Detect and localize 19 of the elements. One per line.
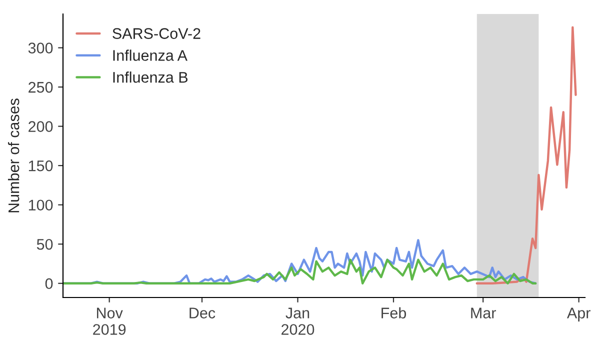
- x-tick-label: Jan 2020: [282, 308, 314, 335]
- y-tick-label: 0: [45, 278, 53, 290]
- legend-label: SARS-CoV-2: [112, 28, 200, 39]
- line-series: [63, 258, 537, 284]
- x-tick-label: Mar: [471, 308, 496, 318]
- line-series: [476, 26, 577, 284]
- x-tick-label: Apr: [566, 308, 590, 322]
- y-tick-label: 50: [36, 238, 53, 250]
- y-tick-label: 150: [28, 160, 53, 172]
- y-tick-label: 250: [28, 82, 53, 93]
- legend-label: Influenza A: [113, 50, 188, 61]
- x-tick-label: Feb: [382, 307, 406, 318]
- y-axis-title: Number of cases: [8, 98, 20, 212]
- legend-label: Influenza B: [113, 72, 188, 83]
- x-tick-label: Dec: [190, 308, 216, 318]
- y-tick-label: 100: [28, 200, 53, 211]
- y-tick-label: 200: [28, 121, 53, 132]
- x-tick-label: Nov 2019: [93, 308, 126, 335]
- y-tick-label: 300: [28, 42, 53, 54]
